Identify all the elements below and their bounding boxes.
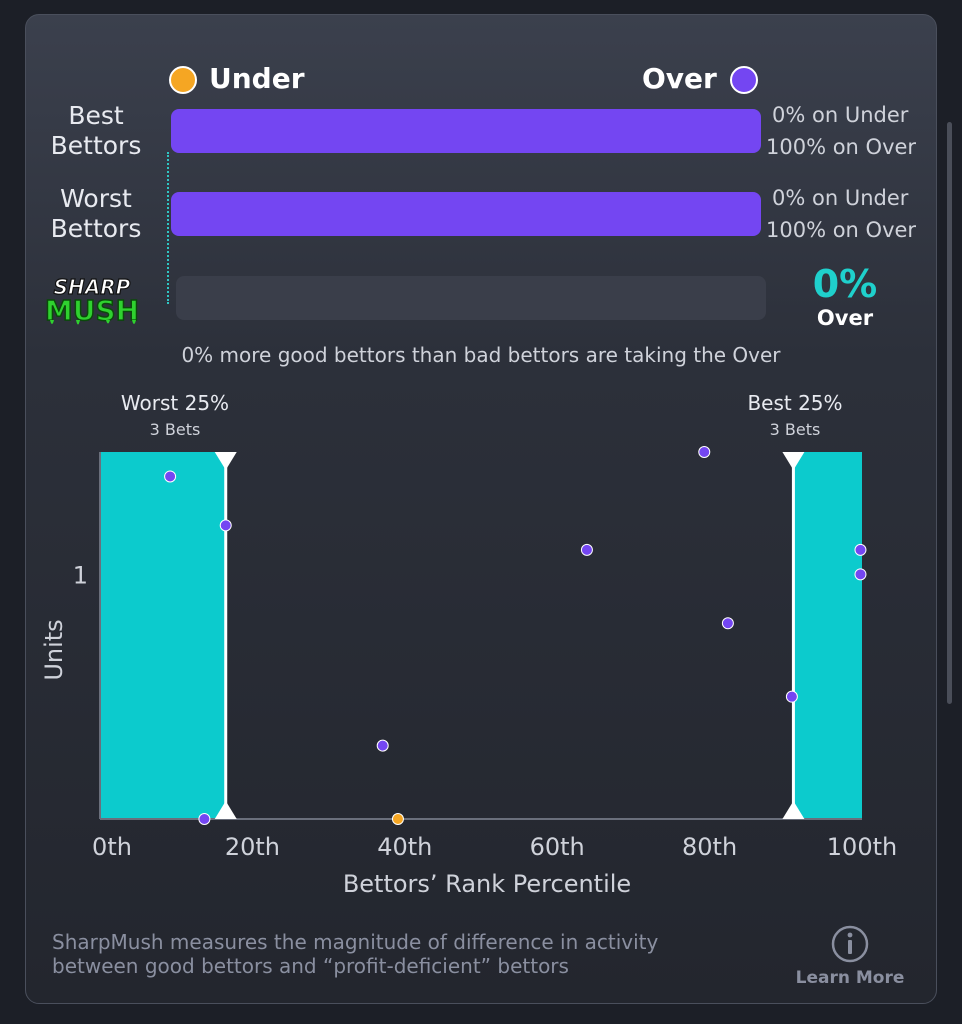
best-label-line1: Best: [68, 101, 124, 130]
best-bettors-bar: [171, 109, 761, 153]
logo-line1: SHARP: [54, 275, 131, 299]
best-zone-bets: 3 Bets: [769, 420, 821, 439]
learn-more-button[interactable]: Learn More: [790, 924, 910, 988]
best-over-pct: 100% on Over: [766, 135, 917, 159]
info-icon: [831, 925, 869, 963]
learn-more-label: Learn More: [795, 968, 905, 988]
net-percentage: 0%: [812, 262, 878, 306]
logo-line2: MUSH: [45, 294, 139, 327]
best-zone-title: Best 25%: [747, 391, 843, 415]
worst-zone-title: Worst 25%: [120, 391, 230, 415]
footer-description: SharpMush measures the magnitude of diff…: [52, 930, 772, 978]
best-bettors-label: Best Bettors: [36, 101, 156, 161]
footer-line1: SharpMush measures the magnitude of diff…: [52, 930, 659, 954]
over-legend-label: Over: [642, 62, 717, 95]
under-legend-dot: [169, 66, 197, 94]
best-under-pct: 0% on Under: [772, 103, 909, 127]
net-side: Over: [816, 306, 874, 330]
center-dotted-line: [167, 152, 169, 304]
worst-bettors-label: Worst Bettors: [36, 184, 156, 244]
worst-label-line2: Bettors: [50, 214, 142, 243]
scrollbar[interactable]: [947, 122, 952, 704]
under-legend-label: Under: [209, 62, 305, 95]
summary-text: 0% more good bettors than bad bettors ar…: [181, 343, 781, 367]
worst-under-pct: 0% on Under: [772, 186, 909, 210]
worst-over-pct: 100% on Over: [766, 218, 917, 242]
footer-line2: between good bettors and “profit-deficie…: [52, 954, 569, 978]
best-label-line2: Bettors: [50, 131, 142, 160]
sharpmush-logo: SHARP MUSH: [44, 274, 140, 327]
worst-bettors-bar: [171, 192, 761, 236]
over-legend-dot: [730, 66, 758, 94]
worst-zone-bets: 3 Bets: [149, 420, 201, 439]
worst-label-line1: Worst: [60, 184, 132, 213]
net-difference-bar: [176, 276, 766, 320]
